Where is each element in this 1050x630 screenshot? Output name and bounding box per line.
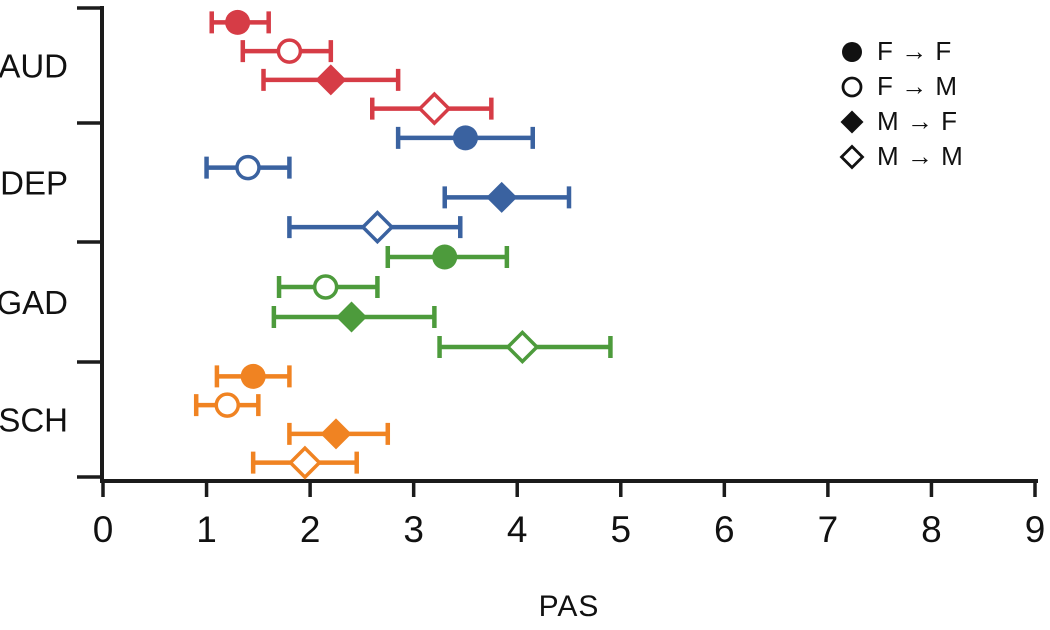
legend-label: M → F [877,106,958,136]
legend-item-ff: F → F [838,34,963,69]
marker-diamond-open [287,445,322,480]
x-tick-label: 9 [1025,509,1046,550]
legend: F → F F → M M → F M → M [838,34,963,174]
marker-diamond-open [505,330,540,364]
marker-diamond-filled [320,418,352,450]
marker-circle-filled [240,363,266,389]
legend-diamond-open-icon [839,144,865,169]
legend-item-mf: M → F [838,104,963,139]
marker-circle-filled [452,125,478,151]
marker-diamond-filled [315,64,347,96]
legend-label: F → F [877,36,952,66]
x-tick-label: 2 [300,509,321,550]
x-tick-label: 5 [610,509,631,550]
marker-circle-open [312,274,339,300]
marker-diamond-open [417,91,452,126]
group-label: DEP [0,165,68,202]
marker-diamond-filled [336,301,368,333]
legend-diamond-filled-icon [840,110,864,133]
legend-circle-filled-icon [842,41,862,62]
marker-circle-open [235,154,261,181]
x-tick-label: 6 [714,509,735,550]
x-tick-label: 0 [93,509,114,550]
x-tick-label: 8 [921,509,942,550]
legend-item-fm: F → M [838,69,963,104]
marker-diamond-open [360,210,395,245]
legend-circle-open-icon [841,76,863,97]
x-tick-label: 1 [196,509,217,550]
group-label: GAD [0,284,68,321]
legend-label: F → M [877,71,958,101]
legend-item-mm: M → M [838,139,963,174]
x-tick-label: 4 [507,509,528,550]
group-label: AUD [0,48,68,85]
x-tick-label: 3 [403,509,424,550]
legend-label: M → M [877,141,964,171]
marker-diamond-filled [486,181,518,213]
marker-circle-filled [432,244,458,270]
marker-circle-filled [225,9,251,35]
group-label: SCH [0,402,68,439]
marker-circle-open [214,392,241,418]
x-tick-label: 7 [818,509,839,550]
x-axis-title: PAS [538,590,600,623]
marker-circle-open [276,38,303,64]
